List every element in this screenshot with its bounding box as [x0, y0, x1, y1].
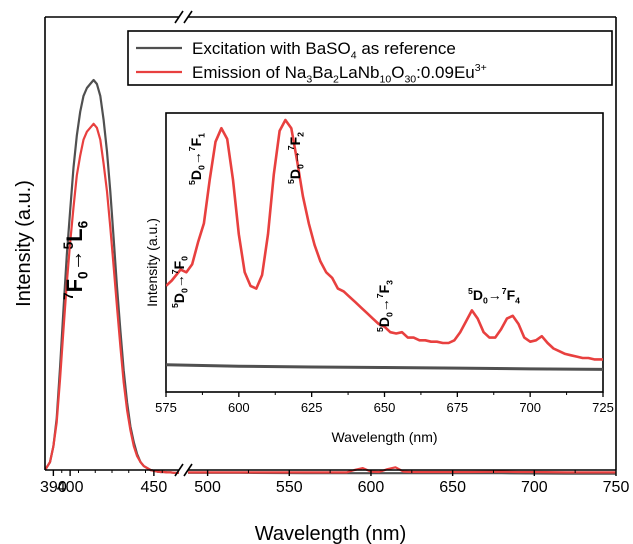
label-part: 1	[197, 133, 207, 138]
label-part: →	[376, 298, 392, 312]
label-part: as reference	[357, 39, 456, 58]
axis-break-mark	[174, 463, 184, 477]
axis-break-mark	[183, 10, 193, 24]
inset-annotation-transition: 5D0→7F1	[187, 133, 206, 185]
inset-x-tick-label: 600	[228, 400, 250, 415]
label-part: 30	[404, 73, 416, 85]
label-part: F	[287, 136, 303, 145]
label-part: D	[376, 317, 392, 327]
inset-series-emission	[166, 118, 603, 361]
label-part: LaNb	[339, 63, 380, 82]
label-part: :0.09Eu	[416, 63, 475, 82]
inset-annotation-transition: 5D0→7F2	[286, 132, 305, 184]
inset-y-axis-label: Intensity (a.u.)	[144, 218, 160, 307]
label-part: F	[171, 260, 187, 269]
axis-break-mark	[174, 10, 184, 24]
x-tick-label: 390	[40, 479, 67, 496]
label-part: 0	[76, 271, 91, 279]
inset-x-tick-label: 650	[374, 400, 396, 415]
label-part: 2	[296, 132, 306, 137]
inset-x-tick-label: 575	[155, 400, 177, 415]
series-emission-right	[188, 466, 616, 474]
label-part: 5	[187, 180, 197, 185]
label-part: 0	[296, 164, 306, 169]
label-part: 0	[180, 256, 190, 261]
label-part: 7	[286, 145, 296, 150]
label-part: 7	[170, 269, 180, 274]
label-part: 3	[306, 73, 312, 85]
label-part: →	[188, 151, 204, 165]
x-tick-label: 700	[521, 479, 548, 496]
legend-label-emission: Emission of Na3Ba2LaNb10O30:0.09Eu3+	[192, 62, 487, 85]
label-part: 0	[197, 165, 207, 170]
inset-x-tick-label: 675	[446, 400, 468, 415]
label-part: D	[287, 169, 303, 179]
label-part: 6	[76, 220, 91, 228]
label-part: 0	[483, 296, 488, 306]
label-part: 5	[468, 286, 473, 296]
legend-label-excitation: Excitation with BaSO4 as reference	[192, 39, 456, 61]
label-part: D	[171, 293, 187, 303]
label-part: 5	[61, 241, 76, 249]
x-tick-label: 500	[194, 479, 221, 496]
x-axis-label: Wavelength (nm)	[255, 523, 407, 544]
label-part: 5	[286, 179, 296, 184]
inset-annotation-transition: 5D0→7F3	[375, 280, 394, 332]
label-part: O	[391, 63, 404, 82]
label-part: F	[188, 137, 204, 146]
axis-break-mark	[183, 463, 193, 477]
label-part: Ba	[312, 63, 333, 82]
label-part: F	[62, 279, 87, 292]
label-part: 5	[170, 303, 180, 308]
annotation-7F0-5L6: 7F0→5L6	[61, 220, 91, 300]
x-tick-label: 600	[358, 479, 385, 496]
inset-frame	[165, 112, 604, 393]
label-part: D	[188, 170, 204, 180]
inset-x-tick-label: 700	[519, 400, 541, 415]
label-part: L	[62, 228, 87, 241]
label-part: 7	[61, 292, 76, 300]
label-part: 3+	[475, 62, 487, 74]
label-part: 7	[187, 146, 197, 151]
label-part: 5	[375, 327, 385, 332]
y-axis-label: Intensity (a.u.)	[13, 180, 35, 307]
inset-x-axis-label: Wavelength (nm)	[331, 429, 437, 445]
inset-x-tick-label: 625	[301, 400, 323, 415]
label-part: F	[507, 287, 516, 303]
inset-annotation-transition: 5D0→7F4	[468, 286, 520, 305]
x-tick-label: 550	[276, 479, 303, 496]
label-part: Emission of Na	[192, 63, 307, 82]
label-part: 7	[502, 286, 507, 296]
label-part: →	[171, 274, 187, 288]
label-part: →	[488, 287, 502, 303]
label-part: 4	[351, 49, 357, 61]
label-part: 7	[375, 293, 385, 298]
label-part: Excitation with BaSO	[192, 39, 351, 58]
label-part: 3	[385, 280, 395, 285]
inset-x-tick-label: 725	[592, 400, 614, 415]
label-part: 0	[180, 288, 190, 293]
label-part: →	[62, 249, 87, 271]
label-part: →	[287, 150, 303, 164]
label-part: 10	[379, 73, 391, 85]
label-part: F	[376, 284, 392, 293]
x-tick-label: 450	[141, 479, 168, 496]
inset-series-excitation	[166, 363, 603, 371]
label-part: 2	[333, 73, 339, 85]
x-tick-label: 400	[57, 479, 84, 496]
series-emission-left	[45, 122, 179, 474]
x-tick-label: 750	[603, 479, 630, 496]
label-part: 0	[385, 312, 395, 317]
label-part: 4	[515, 296, 520, 306]
inset-annotation-transition: 5D0→7F0	[170, 256, 189, 308]
x-tick-label: 650	[439, 479, 466, 496]
legend-box	[127, 30, 613, 86]
label-part: D	[473, 287, 483, 303]
